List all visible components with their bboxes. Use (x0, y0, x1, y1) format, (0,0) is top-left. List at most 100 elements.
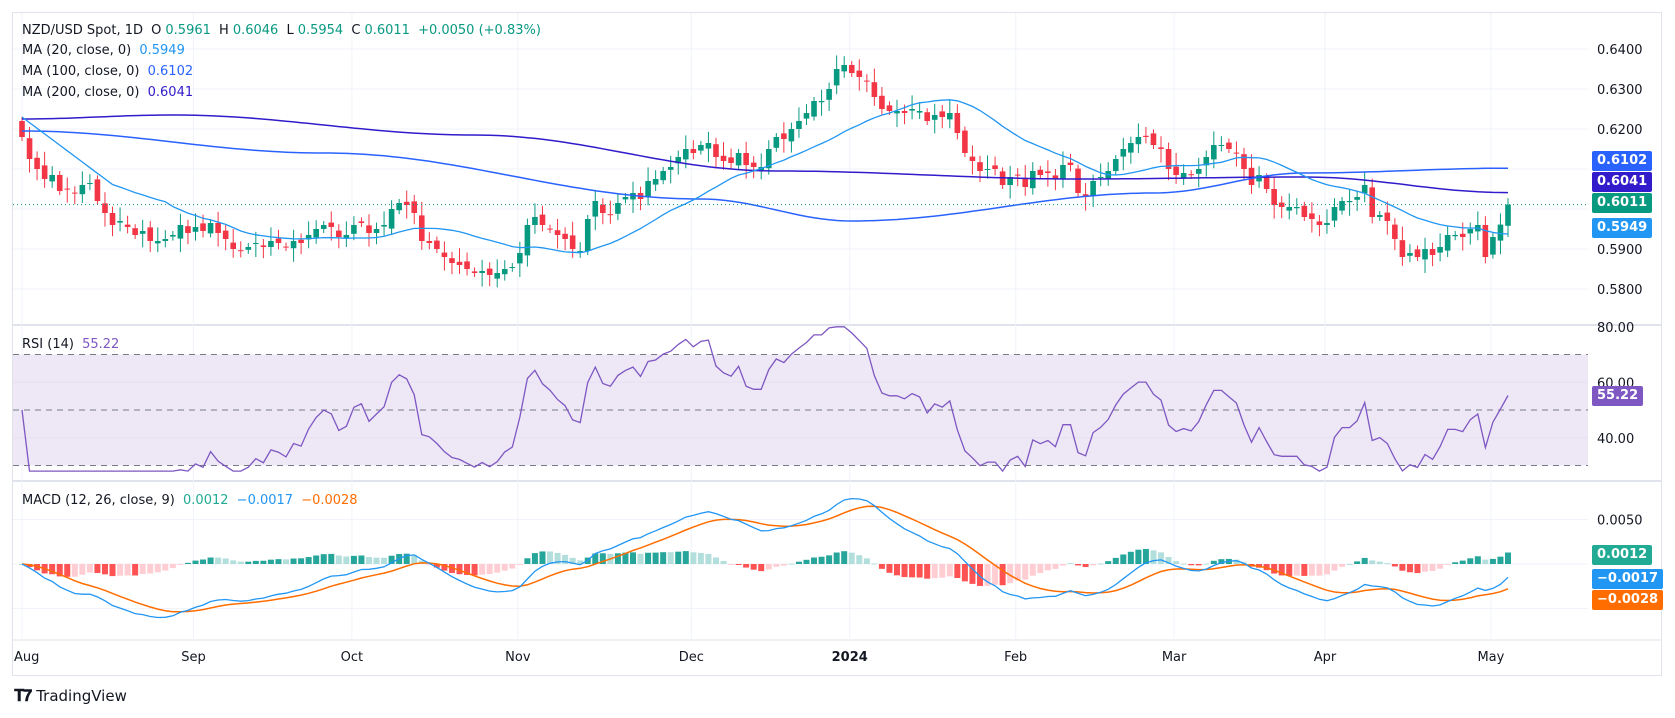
rsi-line (21, 326, 1509, 473)
candle-body (260, 245, 267, 247)
macd-histogram-bar (712, 557, 719, 564)
candle-body (49, 175, 55, 182)
candle-body (373, 229, 380, 233)
macd-histogram-bar (886, 564, 893, 573)
candle-body (1165, 149, 1172, 169)
macd-histogram-bar (169, 564, 176, 569)
candle-body (1241, 154, 1247, 169)
macd-histogram-bar (675, 551, 682, 564)
candle-body (388, 209, 395, 229)
candle-body (94, 179, 101, 201)
macd-histogram-bar (614, 553, 621, 564)
ma100-value: 0.6102 (147, 64, 194, 79)
rsi-legend[interactable]: RSI (14) 55.22 (22, 337, 123, 353)
rsi-tick-label: 40.00 (1597, 432, 1634, 447)
macd-histogram-bar (124, 564, 131, 576)
macd-histogram-bar (1482, 559, 1489, 564)
candle-body (1467, 229, 1474, 234)
macd-histogram-bar (728, 564, 735, 565)
macd-histogram-bar (894, 564, 901, 576)
candle-body (1188, 174, 1194, 176)
macd-histogram-bar (758, 564, 765, 572)
candle-body (962, 130, 968, 153)
macd-histogram-bar (298, 558, 305, 564)
candle-body (1301, 205, 1308, 217)
candle-body (1195, 169, 1202, 174)
candle-body (1150, 133, 1157, 145)
candle-body (796, 121, 802, 129)
candle-body (1037, 169, 1044, 175)
macd-histogram-bar (1120, 554, 1127, 564)
macd-histogram-bar (1082, 564, 1089, 568)
rsi-value: 55.22 (82, 337, 120, 352)
candle-body (720, 155, 727, 161)
macd-histogram-bar (335, 555, 342, 564)
macd-histogram-bar (720, 560, 727, 564)
candle-body (501, 269, 508, 275)
candle-body (1180, 173, 1187, 179)
footer[interactable]: 𝐓𝟕 TradingView (14, 686, 127, 706)
candle-body (102, 203, 108, 213)
macd-histogram-bar (1474, 556, 1481, 564)
macd-histogram-bar (1173, 561, 1180, 564)
candle-body (41, 165, 48, 179)
macd-histogram-bar (501, 564, 508, 571)
macd-histogram-bar (245, 561, 252, 564)
macd-histogram-bar (471, 564, 478, 576)
macd-histogram-bar (637, 553, 644, 564)
candle-body (509, 267, 516, 268)
macd-hist-badge: 0.0012 (1592, 545, 1653, 565)
candle-body (124, 224, 131, 227)
macd-histogram-bar (328, 553, 335, 564)
candle-body (901, 111, 908, 113)
candle-body (682, 149, 689, 160)
macd-histogram-bar (547, 551, 554, 564)
macd-histogram-bar (826, 555, 833, 564)
macd-histogram-bar (486, 564, 493, 575)
ma200-value: 0.6041 (147, 85, 194, 100)
candle-body (690, 149, 697, 153)
candle-body (698, 145, 704, 151)
macd-histogram-bar (1097, 563, 1104, 565)
candle-body (750, 162, 757, 167)
macd-histogram-bar (494, 564, 501, 573)
macd-histogram-bar (531, 553, 538, 564)
ma200-price-badge: 0.6041 (1592, 172, 1653, 192)
candle-body (705, 143, 712, 149)
macd-histogram-bar (1218, 559, 1225, 564)
macd-histogram-bar (177, 564, 184, 565)
macd-histogram-bar (192, 560, 199, 564)
macd-histogram-bar (916, 564, 923, 578)
candle-body (154, 241, 161, 244)
ma20-line (21, 99, 1509, 254)
macd-histogram-bar (1444, 564, 1451, 565)
ma20-legend[interactable]: MA (20, close, 0) 0.5949 (22, 43, 189, 59)
candle-body (1376, 215, 1383, 217)
macd-histogram-bar (969, 564, 976, 584)
candle-body (818, 101, 825, 103)
candle-body (1271, 189, 1277, 205)
macd-histogram-bar (147, 564, 154, 574)
candle-body (584, 219, 591, 251)
macd-histogram-bar (381, 557, 388, 564)
candle-body (939, 111, 946, 117)
macd-histogram-bar (260, 560, 267, 564)
candle-body (1414, 249, 1421, 257)
candle-body (652, 179, 659, 185)
macd-legend[interactable]: MACD (12, 26, close, 9) 0.0012 −0.0017 −… (22, 493, 362, 509)
macd-histogram-bar (1452, 562, 1459, 564)
macd-histogram-bar (1271, 564, 1278, 574)
macd-histogram-bar (267, 559, 274, 564)
macd-histogram-bar (765, 564, 772, 570)
macd-histogram-bar (1293, 564, 1300, 576)
low-label: L (286, 23, 294, 38)
macd-histogram-bar (313, 555, 320, 564)
macd-histogram-bar (554, 552, 561, 564)
candle-body (977, 162, 983, 171)
macd-histogram-bar (1346, 563, 1353, 565)
time-tick-label: Aug (14, 650, 39, 665)
ma100-legend[interactable]: MA (100, close, 0) 0.6102 (22, 64, 197, 80)
candle-body (592, 201, 599, 217)
ma200-legend[interactable]: MA (200, close, 0) 0.6041 (22, 85, 197, 101)
